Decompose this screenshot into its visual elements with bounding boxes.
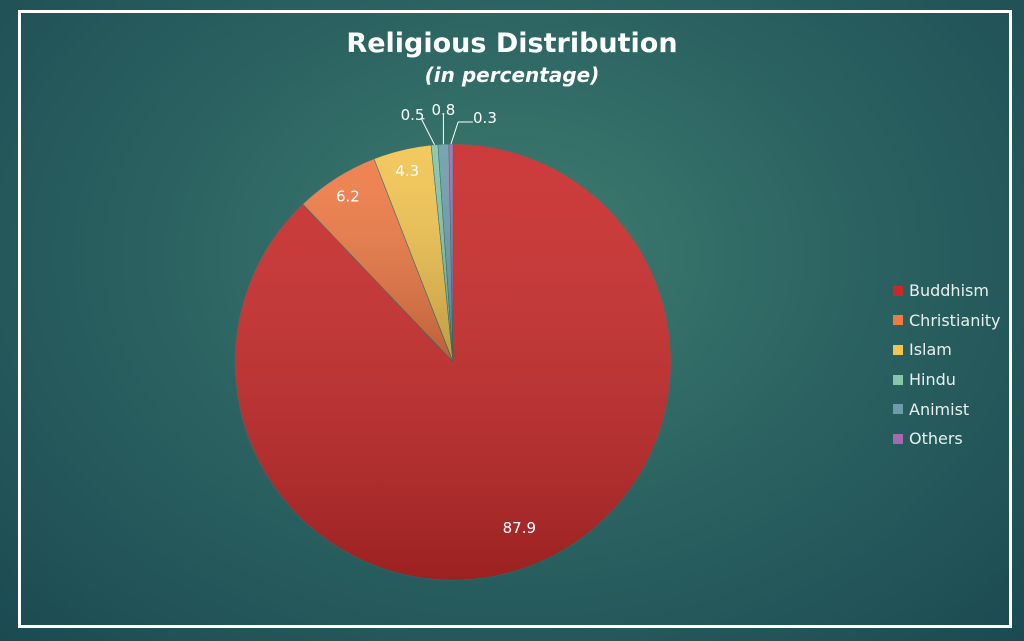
chart-title: Religious Distribution bbox=[346, 28, 678, 59]
data-label: 0.8 bbox=[431, 101, 455, 119]
legend-label: Others bbox=[909, 429, 963, 449]
data-label: 0.5 bbox=[401, 106, 425, 124]
data-label: 0.3 bbox=[473, 109, 497, 127]
legend-swatch bbox=[893, 374, 903, 385]
legend-label: Christianity bbox=[909, 310, 1001, 330]
legend: Buddhism Christianity Islam Hindu Animist Oth… bbox=[893, 276, 1001, 454]
legend-label: Hindu bbox=[909, 370, 956, 390]
data-label: 6.2 bbox=[336, 187, 360, 205]
legend-item-animist: Animist bbox=[893, 394, 1001, 424]
legend-swatch bbox=[893, 315, 903, 326]
chart-subtitle: (in percentage) bbox=[424, 63, 600, 87]
legend-item-others: Others bbox=[893, 424, 1001, 454]
legend-swatch bbox=[893, 404, 903, 415]
pie-slice-shade bbox=[437, 144, 453, 362]
legend-label: Islam bbox=[909, 340, 952, 360]
legend-label: Buddhism bbox=[909, 281, 989, 301]
leader-line bbox=[420, 118, 435, 146]
pie-slice-shade bbox=[374, 145, 453, 362]
legend-item-hindu: Hindu bbox=[893, 365, 1001, 395]
legend-swatch bbox=[893, 285, 903, 296]
chart-frame bbox=[18, 10, 1012, 628]
pie-slice-shade bbox=[448, 144, 453, 362]
leader-line bbox=[450, 121, 473, 145]
data-label: 4.3 bbox=[395, 162, 419, 180]
legend-swatch bbox=[893, 344, 903, 355]
legend-swatch bbox=[893, 433, 903, 444]
pie-slice-shade bbox=[302, 158, 453, 362]
data-label: 87.9 bbox=[503, 519, 536, 537]
legend-item-islam: Islam bbox=[893, 335, 1001, 365]
pie-slice-shade bbox=[431, 144, 453, 362]
legend-item-christianity: Christianity bbox=[893, 306, 1001, 336]
legend-item-buddhism: Buddhism bbox=[893, 276, 1001, 306]
legend-label: Animist bbox=[909, 399, 970, 419]
